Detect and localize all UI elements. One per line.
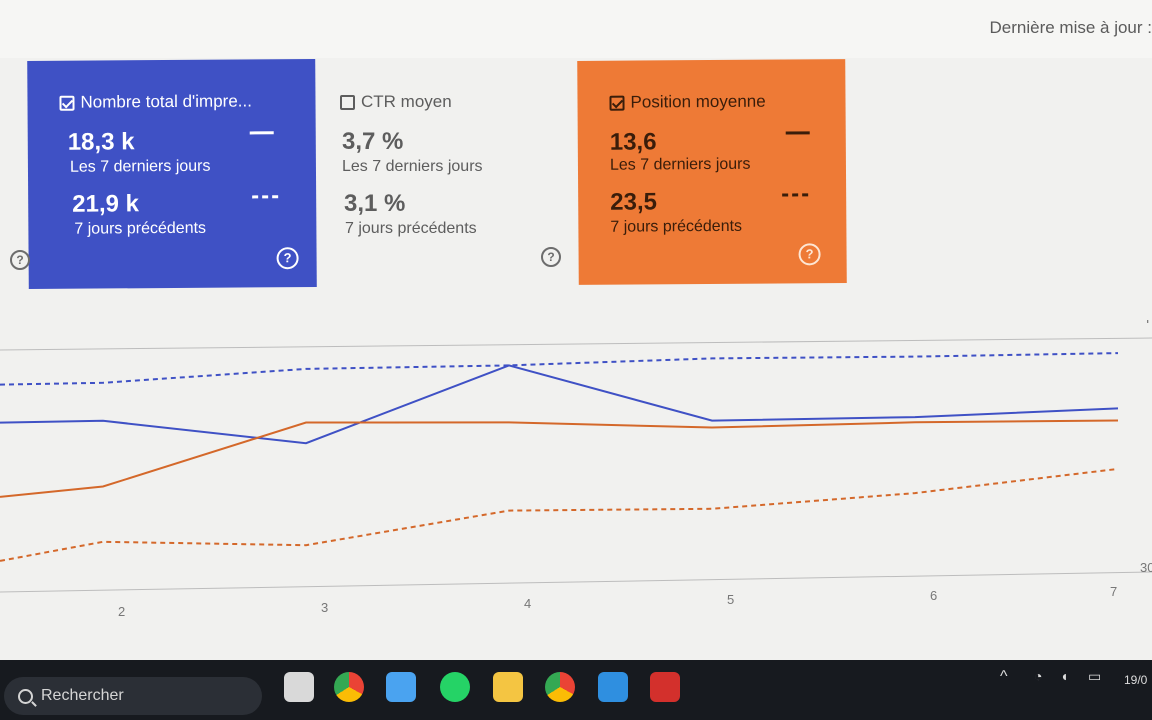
top-strip — [0, 0, 1152, 58]
metric-header-position[interactable]: Position moyenne — [609, 91, 766, 113]
position-previous-label: 7 jours précédents — [610, 217, 743, 236]
chrome-profile-icon[interactable] — [545, 672, 575, 702]
impressions-current-label: Les 7 derniers jours — [69, 157, 211, 176]
metric-title-impressions: Nombre total d'impre... — [80, 91, 252, 112]
help-icon[interactable]: ? — [798, 243, 821, 266]
impressions-current-value: 18,3 k — [67, 128, 135, 156]
metric-title-position: Position moyenne — [630, 91, 766, 112]
dashed-line-legend-icon — [782, 193, 809, 197]
position-previous-value: 23,5 — [610, 188, 658, 216]
vscode-icon[interactable] — [598, 672, 628, 702]
position-current-label: Les 7 derniers jours — [609, 155, 751, 174]
chart-series-line — [0, 467, 1119, 562]
x-tick-label: 6 — [930, 588, 937, 603]
metric-card-position[interactable]: Position moyenne 13,6 Les 7 derniers jou… — [577, 59, 847, 285]
chrome-icon[interactable] — [334, 672, 364, 702]
checkbox-impressions[interactable] — [59, 95, 75, 111]
ctr-previous-label: 7 jours précédents — [345, 220, 477, 237]
x-tick-label: 4 — [524, 596, 531, 611]
chevron-up-icon[interactable]: ^ — [1000, 668, 1008, 685]
impressions-previous-value: 21,9 k — [72, 190, 140, 218]
x-tick-label: 5 — [727, 592, 734, 607]
chart-x-axis — [0, 571, 1152, 593]
x-tick-label: 2 — [118, 604, 125, 619]
chart-series-line — [0, 364, 1119, 445]
acrobat-icon[interactable] — [650, 672, 680, 702]
microsoft-store-icon[interactable] — [386, 672, 416, 702]
taskbar-search[interactable]: Rechercher — [4, 677, 262, 715]
help-icon[interactable]: ? — [541, 247, 561, 267]
metric-header-impressions[interactable]: Nombre total d'impre... — [59, 91, 252, 112]
chart-series-line — [0, 419, 1119, 498]
checkbox-ctr[interactable] — [340, 94, 355, 110]
x-tick-label: 7 — [1110, 584, 1117, 599]
task-view-icon[interactable] — [284, 672, 314, 702]
chart-top-border — [0, 337, 1152, 351]
search-icon — [18, 688, 33, 704]
clock-text[interactable]: 19/0 — [1124, 673, 1148, 687]
ctr-current-label: Les 7 derniers jours — [342, 158, 483, 175]
battery-icon[interactable]: ▭ — [1088, 668, 1102, 684]
metric-card-impressions[interactable]: Nombre total d'impre... 18,3 k Les 7 der… — [27, 58, 317, 290]
right-edge-label: 30 — [1140, 560, 1152, 575]
file-explorer-icon[interactable] — [493, 672, 523, 702]
wifi-icon[interactable]: ◔ — [1034, 668, 1043, 684]
ctr-previous-value: 3,1 % — [344, 190, 406, 217]
help-icon[interactable]: ? — [276, 247, 299, 270]
chart-series-line — [0, 352, 1119, 386]
dashed-line-legend-icon — [252, 195, 279, 199]
metric-title-ctr: CTR moyen — [361, 92, 452, 111]
metric-header-ctr[interactable]: CTR moyen — [340, 92, 452, 112]
help-icon[interactable]: ? — [10, 250, 30, 270]
checkbox-position[interactable] — [609, 95, 625, 111]
volume-icon[interactable]: ◖ — [1060, 668, 1069, 684]
position-current-value: 13,6 — [609, 128, 657, 156]
right-edge-label: P — [1146, 320, 1152, 326]
x-tick-label: 3 — [321, 600, 328, 615]
whatsapp-icon[interactable] — [440, 672, 470, 702]
performance-line-chart: 2 3 4 5 6 7 P 30 — [0, 320, 1152, 619]
last-update-label: Dernière mise à jour : — [989, 18, 1152, 37]
taskbar-search-placeholder: Rechercher — [41, 687, 124, 704]
ctr-current-value: 3,7 % — [342, 128, 404, 155]
impressions-previous-label: 7 jours précédents — [74, 219, 207, 238]
metric-card-ctr[interactable]: CTR moyen 3,7 % Les 7 derniers jours 3,1… — [316, 60, 578, 288]
solid-line-legend-icon — [249, 131, 274, 135]
solid-line-legend-icon — [785, 131, 810, 135]
